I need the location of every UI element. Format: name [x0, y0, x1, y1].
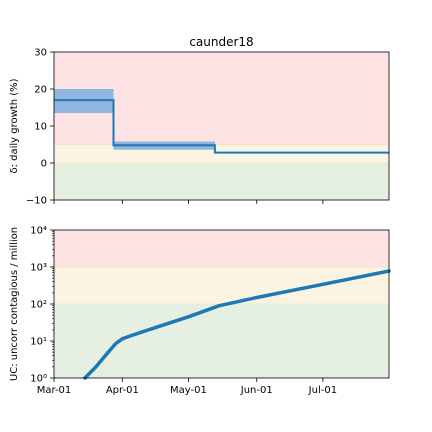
- contagious-x-tick-label: May-01: [170, 385, 207, 396]
- chart-title: caunder18: [189, 35, 253, 49]
- contagious-line: [83, 269, 391, 380]
- growth-y-tick-label: 30: [34, 48, 47, 59]
- contagious-x-tick-label: Jun-01: [240, 385, 273, 396]
- contagious-y-tick-label: 10⁰: [30, 374, 47, 385]
- growth-y-tick-label: −10: [26, 196, 47, 207]
- contagious-zones: [54, 230, 389, 378]
- contagious-zone-2: [54, 230, 389, 267]
- contagious-x-tick-label: Apr-01: [106, 385, 139, 396]
- growth-zone-0: [54, 163, 389, 200]
- growth-y-tick-label: 0: [41, 159, 47, 170]
- contagious-y-axis-label: UC: uncorr contagious / million: [9, 227, 20, 381]
- contagious-zone-0: [54, 304, 389, 378]
- contagious-zone-1: [54, 267, 389, 304]
- growth-panel: −10 0 10 20 30 caunder18 δ: daily growth (%): [9, 35, 390, 207]
- contagious-y-tick-label: 10²: [30, 300, 47, 311]
- contagious-x-tick-label: Mar-01: [37, 385, 72, 396]
- growth-x-ticks: [53, 200, 324, 204]
- contagious-y-ticks: 10⁰ 10¹ 10² 10³ 10⁴: [30, 226, 54, 385]
- contagious-x-tick-label: Jul-01: [308, 385, 337, 396]
- growth-y-tick-label: 10: [34, 122, 47, 133]
- growth-y-ticks: −10 0 10 20 30: [26, 48, 54, 207]
- contagious-panel: 10⁰ 10¹ 10² 10³ 10⁴ Mar-01 Apr-01 May-01 Jun-01…: [9, 226, 391, 396]
- growth-zone-1: [54, 144, 389, 163]
- growth-line: [54, 99, 389, 154]
- growth-zones: [54, 52, 389, 200]
- contagious-x-ticks: Mar-01 Apr-01 May-01 Jun-01 Jul-01: [37, 378, 337, 396]
- contagious-y-tick-label: 10⁴: [30, 226, 47, 237]
- growth-y-axis-label: δ: daily growth (%): [9, 78, 20, 173]
- growth-y-tick-label: 20: [34, 85, 47, 96]
- contagious-y-tick-label: 10³: [30, 263, 47, 274]
- contagious-y-tick-label: 10¹: [30, 337, 47, 348]
